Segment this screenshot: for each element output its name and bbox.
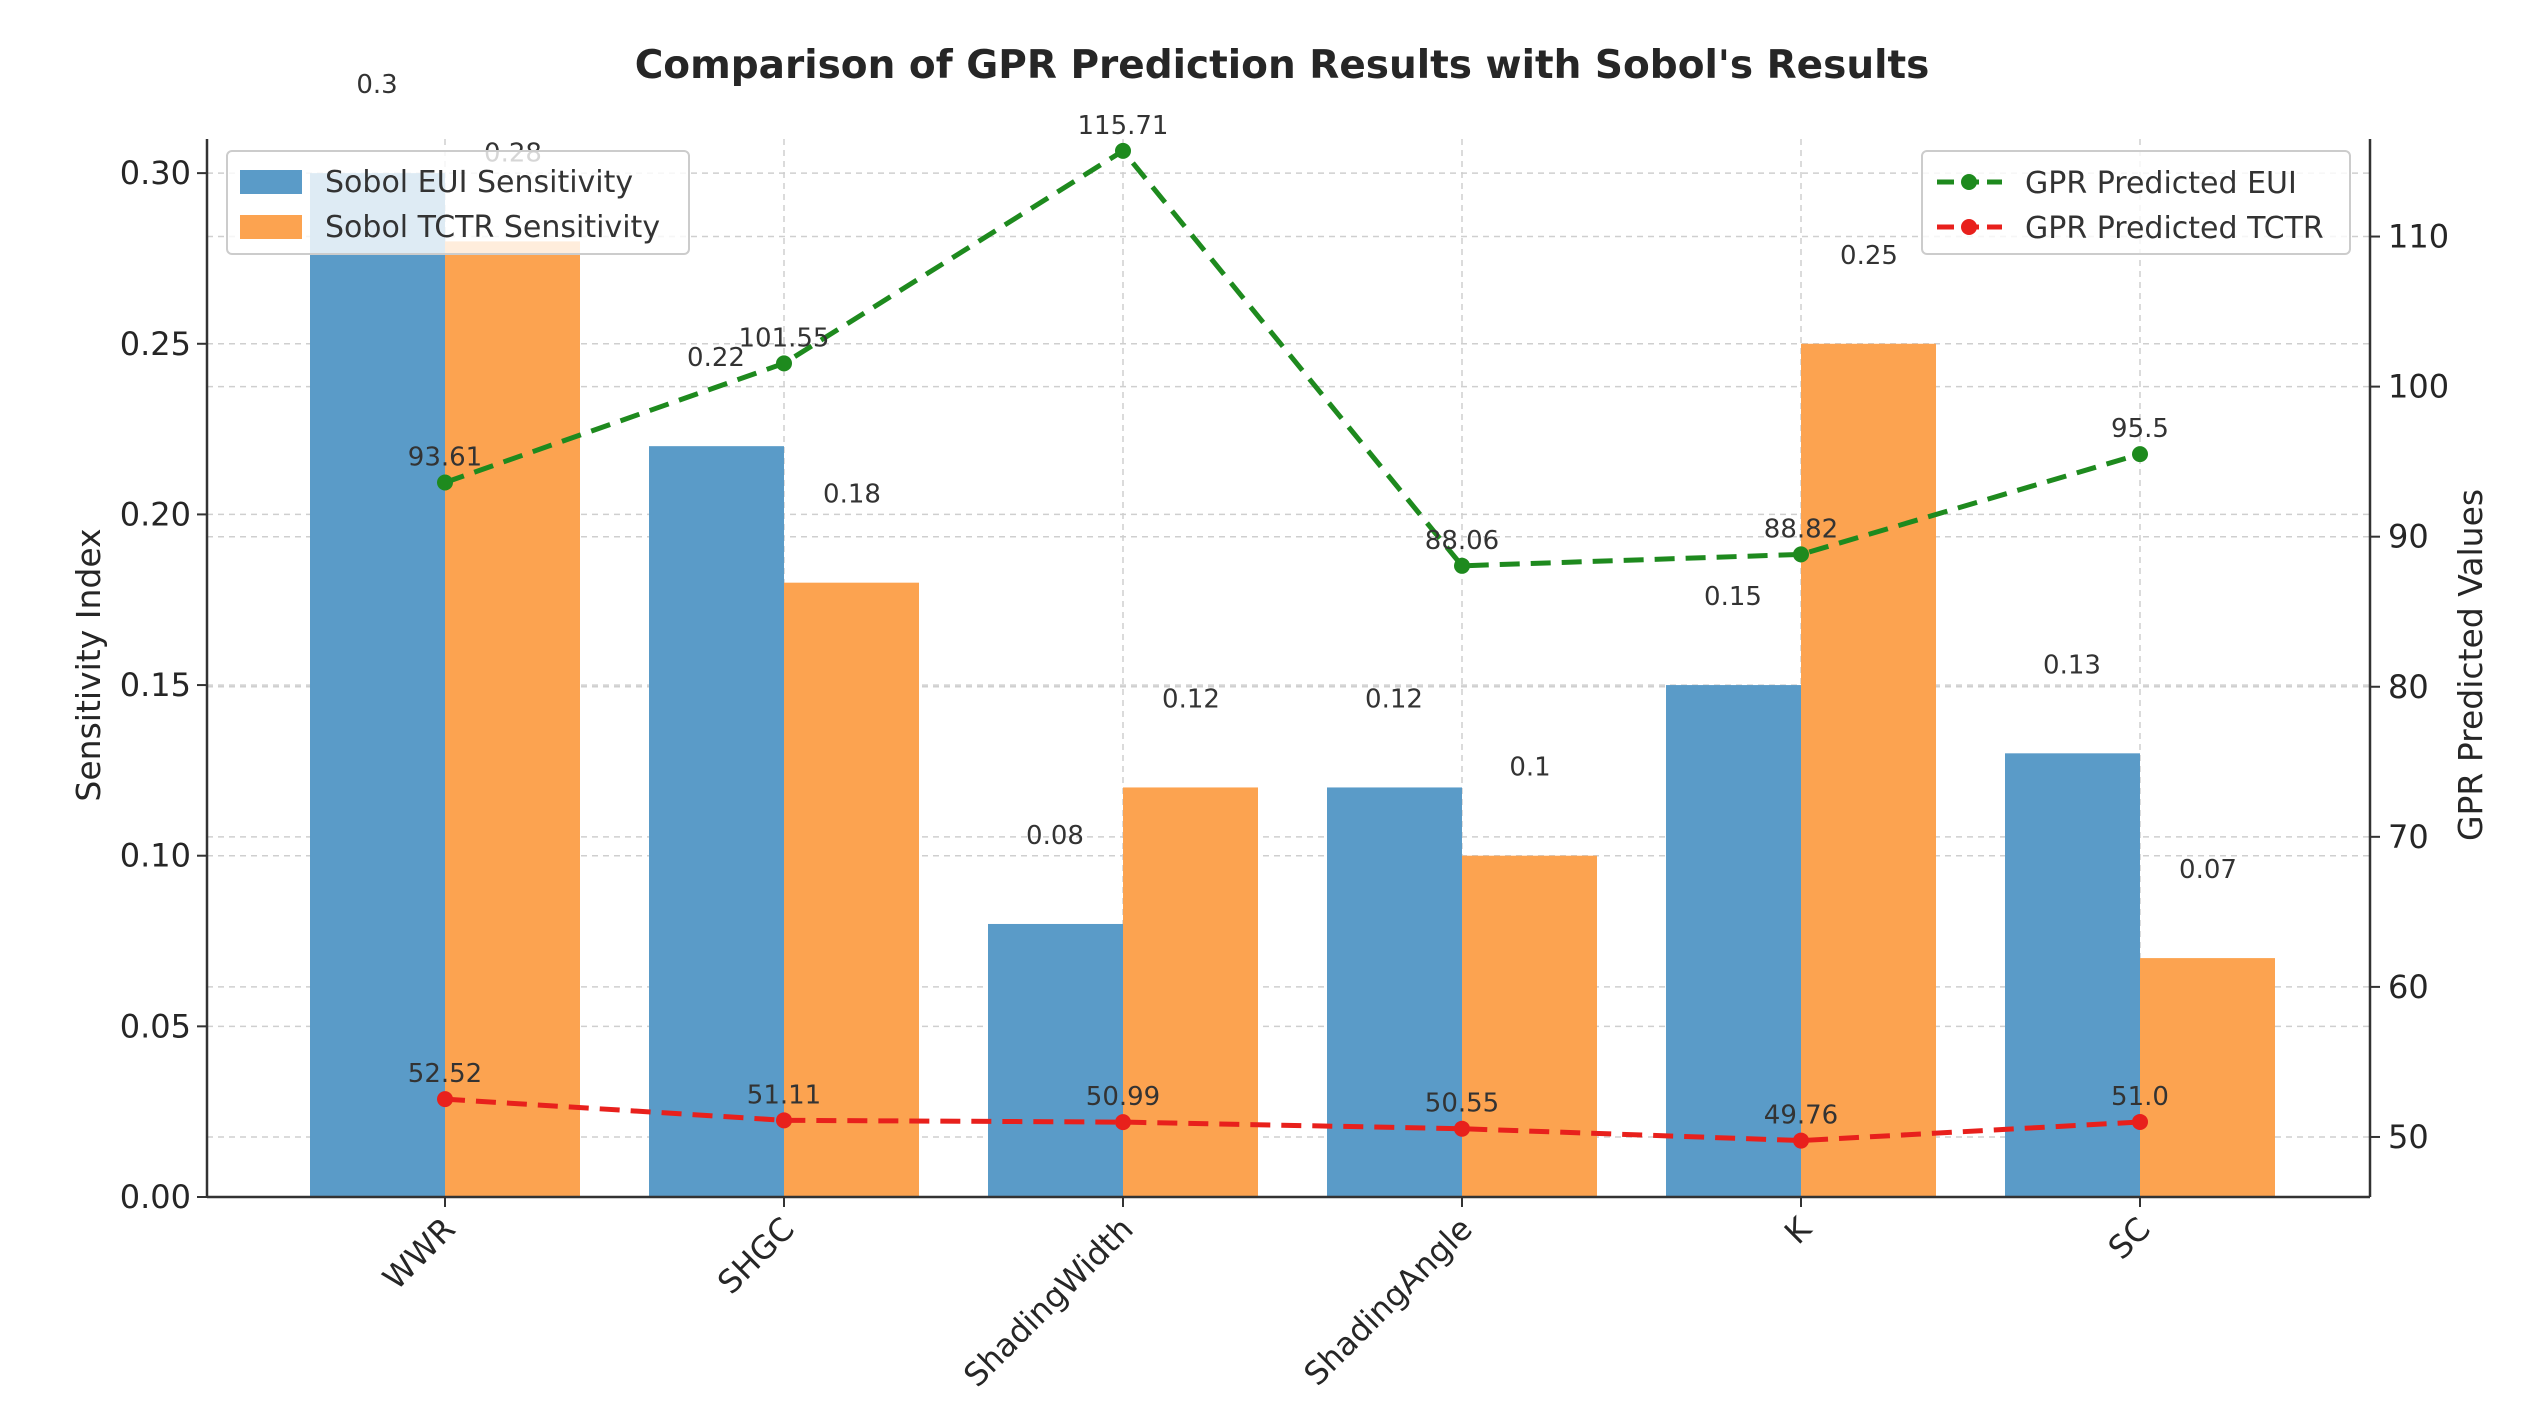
legend-label: Sobol TCTR Sensitivity (325, 210, 660, 245)
line-point (437, 1091, 453, 1108)
chart-title: Comparison of GPR Prediction Results wit… (635, 43, 1930, 88)
legend-swatch (240, 215, 302, 239)
axes (205, 139, 2372, 1199)
bar (2005, 753, 2140, 1197)
line-point (2132, 1113, 2148, 1130)
bar (2140, 958, 2275, 1197)
y2-tick-label: 80 (2388, 668, 2429, 706)
bar (1327, 787, 1462, 1197)
bar (1123, 787, 1258, 1197)
bar-value-label: 0.25 (1840, 241, 1898, 271)
line-value-label: 88.82 (1764, 514, 1838, 544)
y2-tick-label: 50 (2388, 1118, 2429, 1156)
x-tick-label: SC (2101, 1210, 2158, 1267)
line-value-label: 93.61 (408, 443, 482, 473)
line-point (1454, 1120, 1470, 1137)
legend-right: GPR Predicted EUI GPR Predicted TCTR (1921, 150, 2351, 255)
bar (310, 173, 445, 1197)
legend-label: GPR Predicted EUI (2025, 166, 2297, 201)
y2-tick-labels: 50 60 70 80 90 100 110 (2370, 218, 2449, 1156)
data-labels: 0.30.220.080.120.150.130.280.180.120.10.… (356, 70, 2237, 1130)
bar (988, 923, 1123, 1197)
legend-label: GPR Predicted TCTR (2025, 211, 2324, 246)
legend-box (1921, 150, 2351, 255)
line-value-label: 95.5 (2111, 414, 2169, 444)
x-tick-label: K (1777, 1209, 1819, 1251)
y-tick-label: 0.25 (120, 325, 191, 363)
line-point (1115, 1114, 1131, 1131)
y-tick-label: 0.30 (120, 154, 191, 192)
line-series-path (444, 147, 2141, 569)
line-value-label: 50.55 (1425, 1089, 1499, 1119)
y2-tick-label: 90 (2388, 518, 2429, 556)
legend-box (226, 150, 690, 255)
line-value-label: 52.52 (408, 1059, 482, 1089)
legend-label: Sobol EUI Sensitivity (325, 165, 633, 200)
x-tick-label: ShadingWidth (956, 1210, 1141, 1395)
y-tick-label: 0.00 (120, 1178, 191, 1216)
legend-left: Sobol EUI Sensitivity Sobol TCTR Sensitiv… (226, 150, 690, 255)
x-tick-labels: WWR SHGC ShadingWidth ShadingAngle K SC (375, 1197, 2158, 1395)
line-value-label: 88.06 (1425, 526, 1499, 556)
bar (784, 582, 919, 1197)
y2-axis-label: GPR Predicted Values (2451, 489, 2490, 841)
line-point (776, 355, 792, 372)
line-value-label: 101.55 (739, 323, 830, 353)
bars (310, 173, 2275, 1198)
y-tick-label: 0.10 (120, 837, 191, 875)
line-value-label: 115.71 (1078, 111, 1169, 141)
line-value-label: 49.76 (1764, 1101, 1838, 1131)
bar-value-label: 0.22 (687, 343, 745, 373)
y-tick-label: 0.05 (120, 1007, 191, 1045)
y2-tick-label: 110 (2388, 218, 2449, 256)
y-tick-labels: 0.00 0.05 0.10 0.15 0.20 0.25 0.30 (120, 154, 207, 1216)
y-tick-label: 0.20 (120, 495, 191, 533)
legend-marker (1961, 219, 1977, 235)
bar-value-label: 0.13 (2043, 650, 2101, 680)
bar (1666, 685, 1801, 1197)
bar (1462, 855, 1597, 1197)
bar-value-label: 0.08 (1026, 821, 1084, 851)
bar-value-label: 0.12 (1365, 684, 1423, 714)
x-tick-label: SHGC (710, 1210, 802, 1302)
line-point (1793, 1132, 1809, 1149)
bar-value-label: 0.15 (1704, 582, 1762, 612)
line-value-label: 51.11 (747, 1080, 821, 1110)
x-tick-label: WWR (375, 1210, 462, 1297)
y2-tick-label: 60 (2388, 968, 2429, 1006)
legend-marker (1961, 174, 1977, 190)
bar-value-label: 0.18 (823, 480, 881, 510)
bar-value-label: 0.3 (356, 70, 397, 100)
y2-tick-label: 100 (2388, 368, 2449, 406)
bar (649, 446, 784, 1198)
line-point (437, 474, 453, 491)
bar (445, 241, 580, 1198)
line-value-label: 50.99 (1086, 1082, 1160, 1112)
bar-value-label: 0.07 (2179, 855, 2237, 885)
x-tick-label: ShadingAngle (1296, 1210, 1479, 1393)
bar (1801, 343, 1936, 1198)
line-point (2132, 446, 2148, 463)
line-point (776, 1112, 792, 1129)
line-value-label: 51.0 (2111, 1082, 2169, 1112)
line-series-path (444, 1096, 2141, 1144)
line-point (1793, 546, 1809, 563)
line-point (1115, 142, 1131, 159)
y-tick-label: 0.15 (120, 666, 191, 704)
legend-swatch (240, 170, 302, 194)
y-axis-label: Sensitivity Index (69, 528, 108, 801)
line-point (1454, 557, 1470, 574)
bar-value-label: 0.12 (1162, 684, 1220, 714)
y2-tick-label: 70 (2388, 818, 2429, 856)
bar-value-label: 0.1 (1509, 753, 1550, 783)
line-series (437, 142, 2148, 1149)
